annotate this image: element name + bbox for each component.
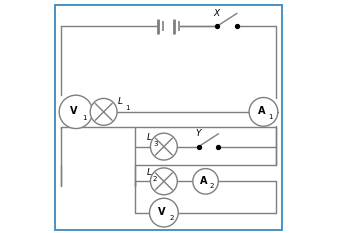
Text: X: X	[214, 9, 220, 18]
Circle shape	[150, 133, 177, 160]
Text: A: A	[200, 176, 208, 186]
Text: 3: 3	[153, 141, 157, 147]
Circle shape	[150, 198, 178, 227]
Text: Y: Y	[195, 129, 201, 138]
Text: L: L	[147, 168, 152, 177]
Text: V: V	[158, 207, 166, 217]
Text: 2: 2	[210, 183, 214, 189]
Text: 2: 2	[153, 176, 157, 182]
Circle shape	[249, 97, 278, 126]
Text: 1: 1	[125, 105, 129, 111]
Circle shape	[193, 169, 218, 194]
Circle shape	[90, 98, 117, 125]
Text: L: L	[118, 97, 123, 106]
Circle shape	[150, 168, 177, 195]
Text: 1: 1	[269, 114, 273, 120]
Text: L: L	[147, 133, 152, 142]
Text: V: V	[70, 106, 78, 116]
Text: 2: 2	[169, 215, 174, 221]
Text: 1: 1	[82, 115, 87, 121]
Text: A: A	[258, 106, 266, 116]
Circle shape	[59, 95, 93, 129]
